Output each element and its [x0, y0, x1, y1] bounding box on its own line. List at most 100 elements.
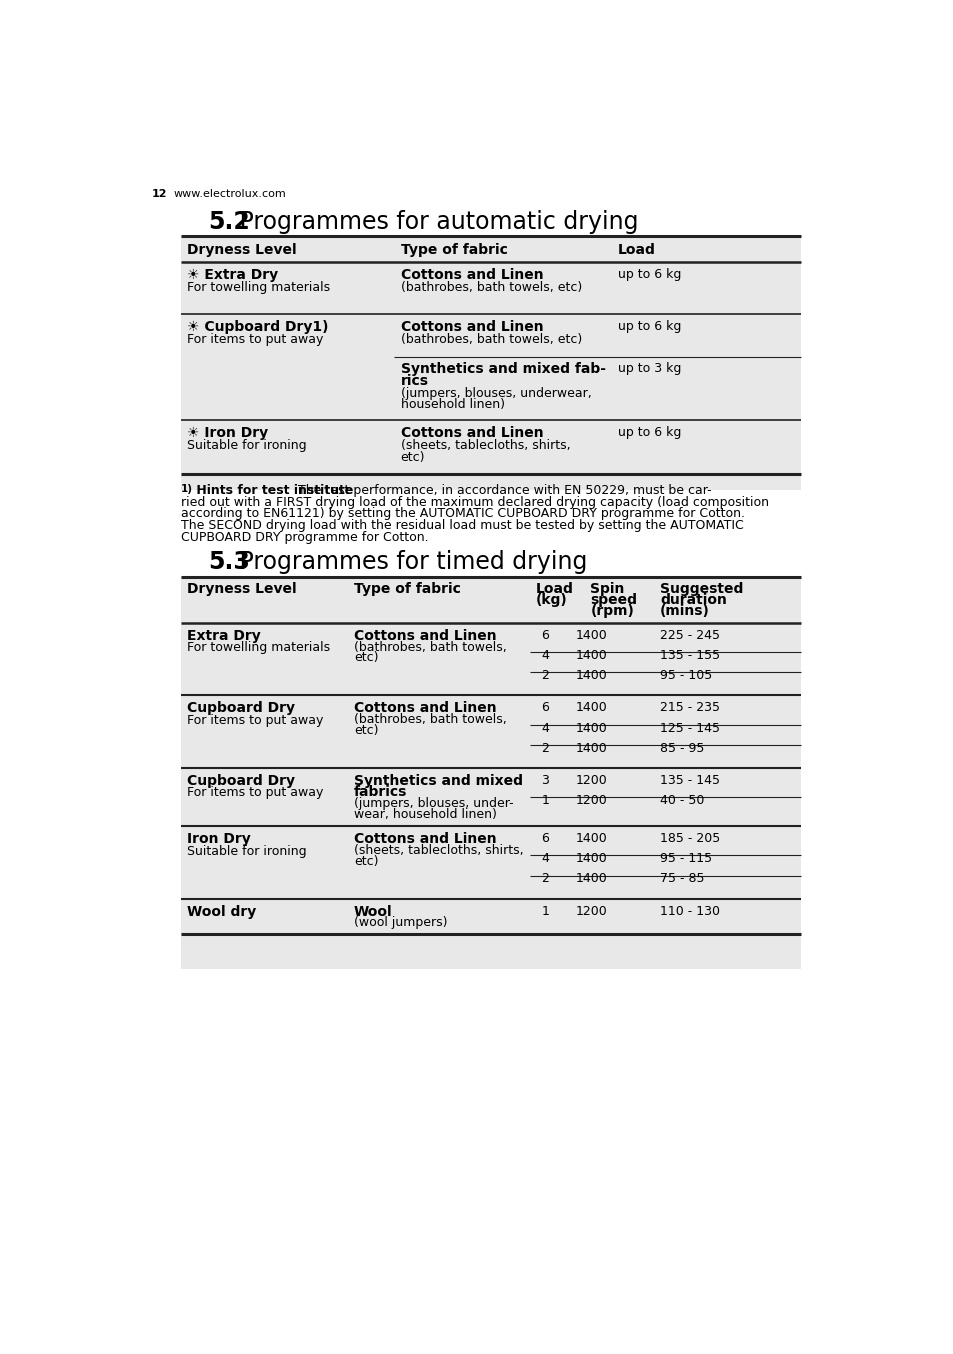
Text: duration: duration [659, 593, 726, 607]
Text: 1400: 1400 [576, 669, 607, 682]
Text: Suggested: Suggested [659, 582, 742, 596]
Text: Hints for test institute: Hints for test institute [192, 485, 354, 497]
Text: 1400: 1400 [576, 701, 607, 715]
Text: 3: 3 [541, 774, 549, 787]
Text: Iron Dry: Iron Dry [187, 833, 251, 846]
Text: 1: 1 [541, 793, 549, 807]
Text: ☀ Cupboard Dry1): ☀ Cupboard Dry1) [187, 321, 329, 334]
Text: Dryness Level: Dryness Level [187, 582, 296, 596]
Text: Cottons and Linen: Cottons and Linen [400, 321, 542, 334]
Text: 1400: 1400 [576, 872, 607, 886]
Text: 40 - 50: 40 - 50 [659, 793, 704, 807]
Text: (jumpers, blouses, under-: (jumpers, blouses, under- [354, 798, 513, 810]
Text: etc): etc) [354, 651, 378, 665]
Text: 1200: 1200 [576, 904, 607, 918]
Text: 2: 2 [541, 872, 549, 886]
Text: Cupboard Dry: Cupboard Dry [187, 774, 295, 788]
Text: (bathrobes, bath towels,: (bathrobes, bath towels, [354, 714, 506, 726]
Text: speed: speed [590, 593, 637, 607]
Text: (sheets, tablecloths, shirts,: (sheets, tablecloths, shirts, [400, 439, 570, 452]
Text: 1200: 1200 [576, 774, 607, 787]
Text: up to 6 kg: up to 6 kg [617, 268, 680, 282]
Text: (bathrobes, bath towels, etc): (bathrobes, bath towels, etc) [400, 282, 581, 294]
Text: 4: 4 [541, 722, 549, 734]
Text: Load: Load [617, 242, 655, 256]
Text: 4: 4 [541, 649, 549, 662]
Text: 1: 1 [541, 904, 549, 918]
Text: For items to put away: For items to put away [187, 787, 323, 799]
Text: wear, household linen): wear, household linen) [354, 808, 497, 821]
Text: 2: 2 [541, 742, 549, 754]
Text: 1200: 1200 [576, 793, 607, 807]
Text: ried out with a FIRST drying load of the maximum declared drying capacity (load : ried out with a FIRST drying load of the… [181, 496, 768, 509]
Bar [181, 236, 801, 490]
Text: ☀ Extra Dry: ☀ Extra Dry [187, 268, 278, 282]
Text: 5.3: 5.3 [208, 550, 250, 574]
Text: Programmes for automatic drying: Programmes for automatic drying [232, 210, 638, 234]
Text: 1400: 1400 [576, 853, 607, 865]
Text: Load: Load [536, 582, 574, 596]
Bar [181, 577, 801, 969]
Text: (jumpers, blouses, underwear,: (jumpers, blouses, underwear, [400, 386, 591, 399]
Text: Wool: Wool [354, 904, 393, 919]
Text: Wool dry: Wool dry [187, 904, 256, 919]
Text: ☀ Iron Dry: ☀ Iron Dry [187, 425, 269, 440]
Text: 1400: 1400 [576, 833, 607, 845]
Text: Cottons and Linen: Cottons and Linen [354, 701, 497, 715]
Text: Synthetics and mixed fab-: Synthetics and mixed fab- [400, 362, 605, 376]
Text: For items to put away: For items to put away [187, 714, 323, 727]
Text: according to EN61121) by setting the AUTOMATIC CUPBOARD DRY programme for Cotton: according to EN61121) by setting the AUT… [181, 508, 744, 520]
Text: 1400: 1400 [576, 722, 607, 734]
Text: Type of fabric: Type of fabric [354, 582, 460, 596]
Text: rics: rics [400, 374, 428, 389]
Text: (mins): (mins) [659, 604, 709, 617]
Text: The SECOND drying load with the residual load must be tested by setting the AUTO: The SECOND drying load with the residual… [181, 519, 743, 532]
Text: up to 3 kg: up to 3 kg [617, 362, 680, 375]
Text: 85 - 95: 85 - 95 [659, 742, 704, 754]
Text: Spin: Spin [590, 582, 624, 596]
Text: 1): 1) [181, 485, 193, 494]
Text: Cottons and Linen: Cottons and Linen [400, 268, 542, 282]
Text: 185 - 205: 185 - 205 [659, 833, 720, 845]
Text: up to 6 kg: up to 6 kg [617, 321, 680, 333]
Text: Type of fabric: Type of fabric [400, 242, 507, 256]
Text: household linen): household linen) [400, 398, 504, 412]
Text: 2: 2 [541, 669, 549, 682]
Text: Synthetics and mixed: Synthetics and mixed [354, 774, 522, 788]
Text: Cottons and Linen: Cottons and Linen [400, 425, 542, 440]
Text: 95 - 105: 95 - 105 [659, 669, 712, 682]
Text: Cupboard Dry: Cupboard Dry [187, 701, 295, 715]
Text: Suitable for ironing: Suitable for ironing [187, 439, 307, 452]
Text: 6: 6 [541, 833, 549, 845]
Text: For towelling materials: For towelling materials [187, 282, 331, 294]
Text: 5.2: 5.2 [208, 210, 250, 234]
Text: up to 6 kg: up to 6 kg [617, 425, 680, 439]
Text: Cottons and Linen: Cottons and Linen [354, 630, 497, 643]
Text: Programmes for timed drying: Programmes for timed drying [232, 550, 586, 574]
Text: 110 - 130: 110 - 130 [659, 904, 720, 918]
Text: Extra Dry: Extra Dry [187, 630, 261, 643]
Text: etc): etc) [354, 854, 378, 868]
Text: 135 - 155: 135 - 155 [659, 649, 720, 662]
Text: The test performance, in accordance with EN 50229, must be car-: The test performance, in accordance with… [294, 485, 711, 497]
Text: (kg): (kg) [536, 593, 567, 607]
Text: (wool jumpers): (wool jumpers) [354, 917, 447, 929]
Text: 6: 6 [541, 701, 549, 715]
Text: Cottons and Linen: Cottons and Linen [354, 833, 497, 846]
Text: CUPBOARD DRY programme for Cotton.: CUPBOARD DRY programme for Cotton. [181, 531, 429, 543]
Text: Suitable for ironing: Suitable for ironing [187, 845, 307, 857]
Text: (rpm): (rpm) [590, 604, 634, 617]
Text: (sheets, tablecloths, shirts,: (sheets, tablecloths, shirts, [354, 844, 523, 857]
Text: etc): etc) [400, 451, 425, 464]
Text: 225 - 245: 225 - 245 [659, 630, 720, 642]
Text: fabrics: fabrics [354, 785, 407, 799]
Text: etc): etc) [354, 724, 378, 737]
Text: www.electrolux.com: www.electrolux.com [173, 190, 286, 199]
Text: 1400: 1400 [576, 649, 607, 662]
Text: 215 - 235: 215 - 235 [659, 701, 720, 715]
Text: 125 - 145: 125 - 145 [659, 722, 720, 734]
Text: Dryness Level: Dryness Level [187, 242, 296, 256]
Text: For towelling materials: For towelling materials [187, 642, 331, 654]
Text: 75 - 85: 75 - 85 [659, 872, 704, 886]
Text: 4: 4 [541, 853, 549, 865]
